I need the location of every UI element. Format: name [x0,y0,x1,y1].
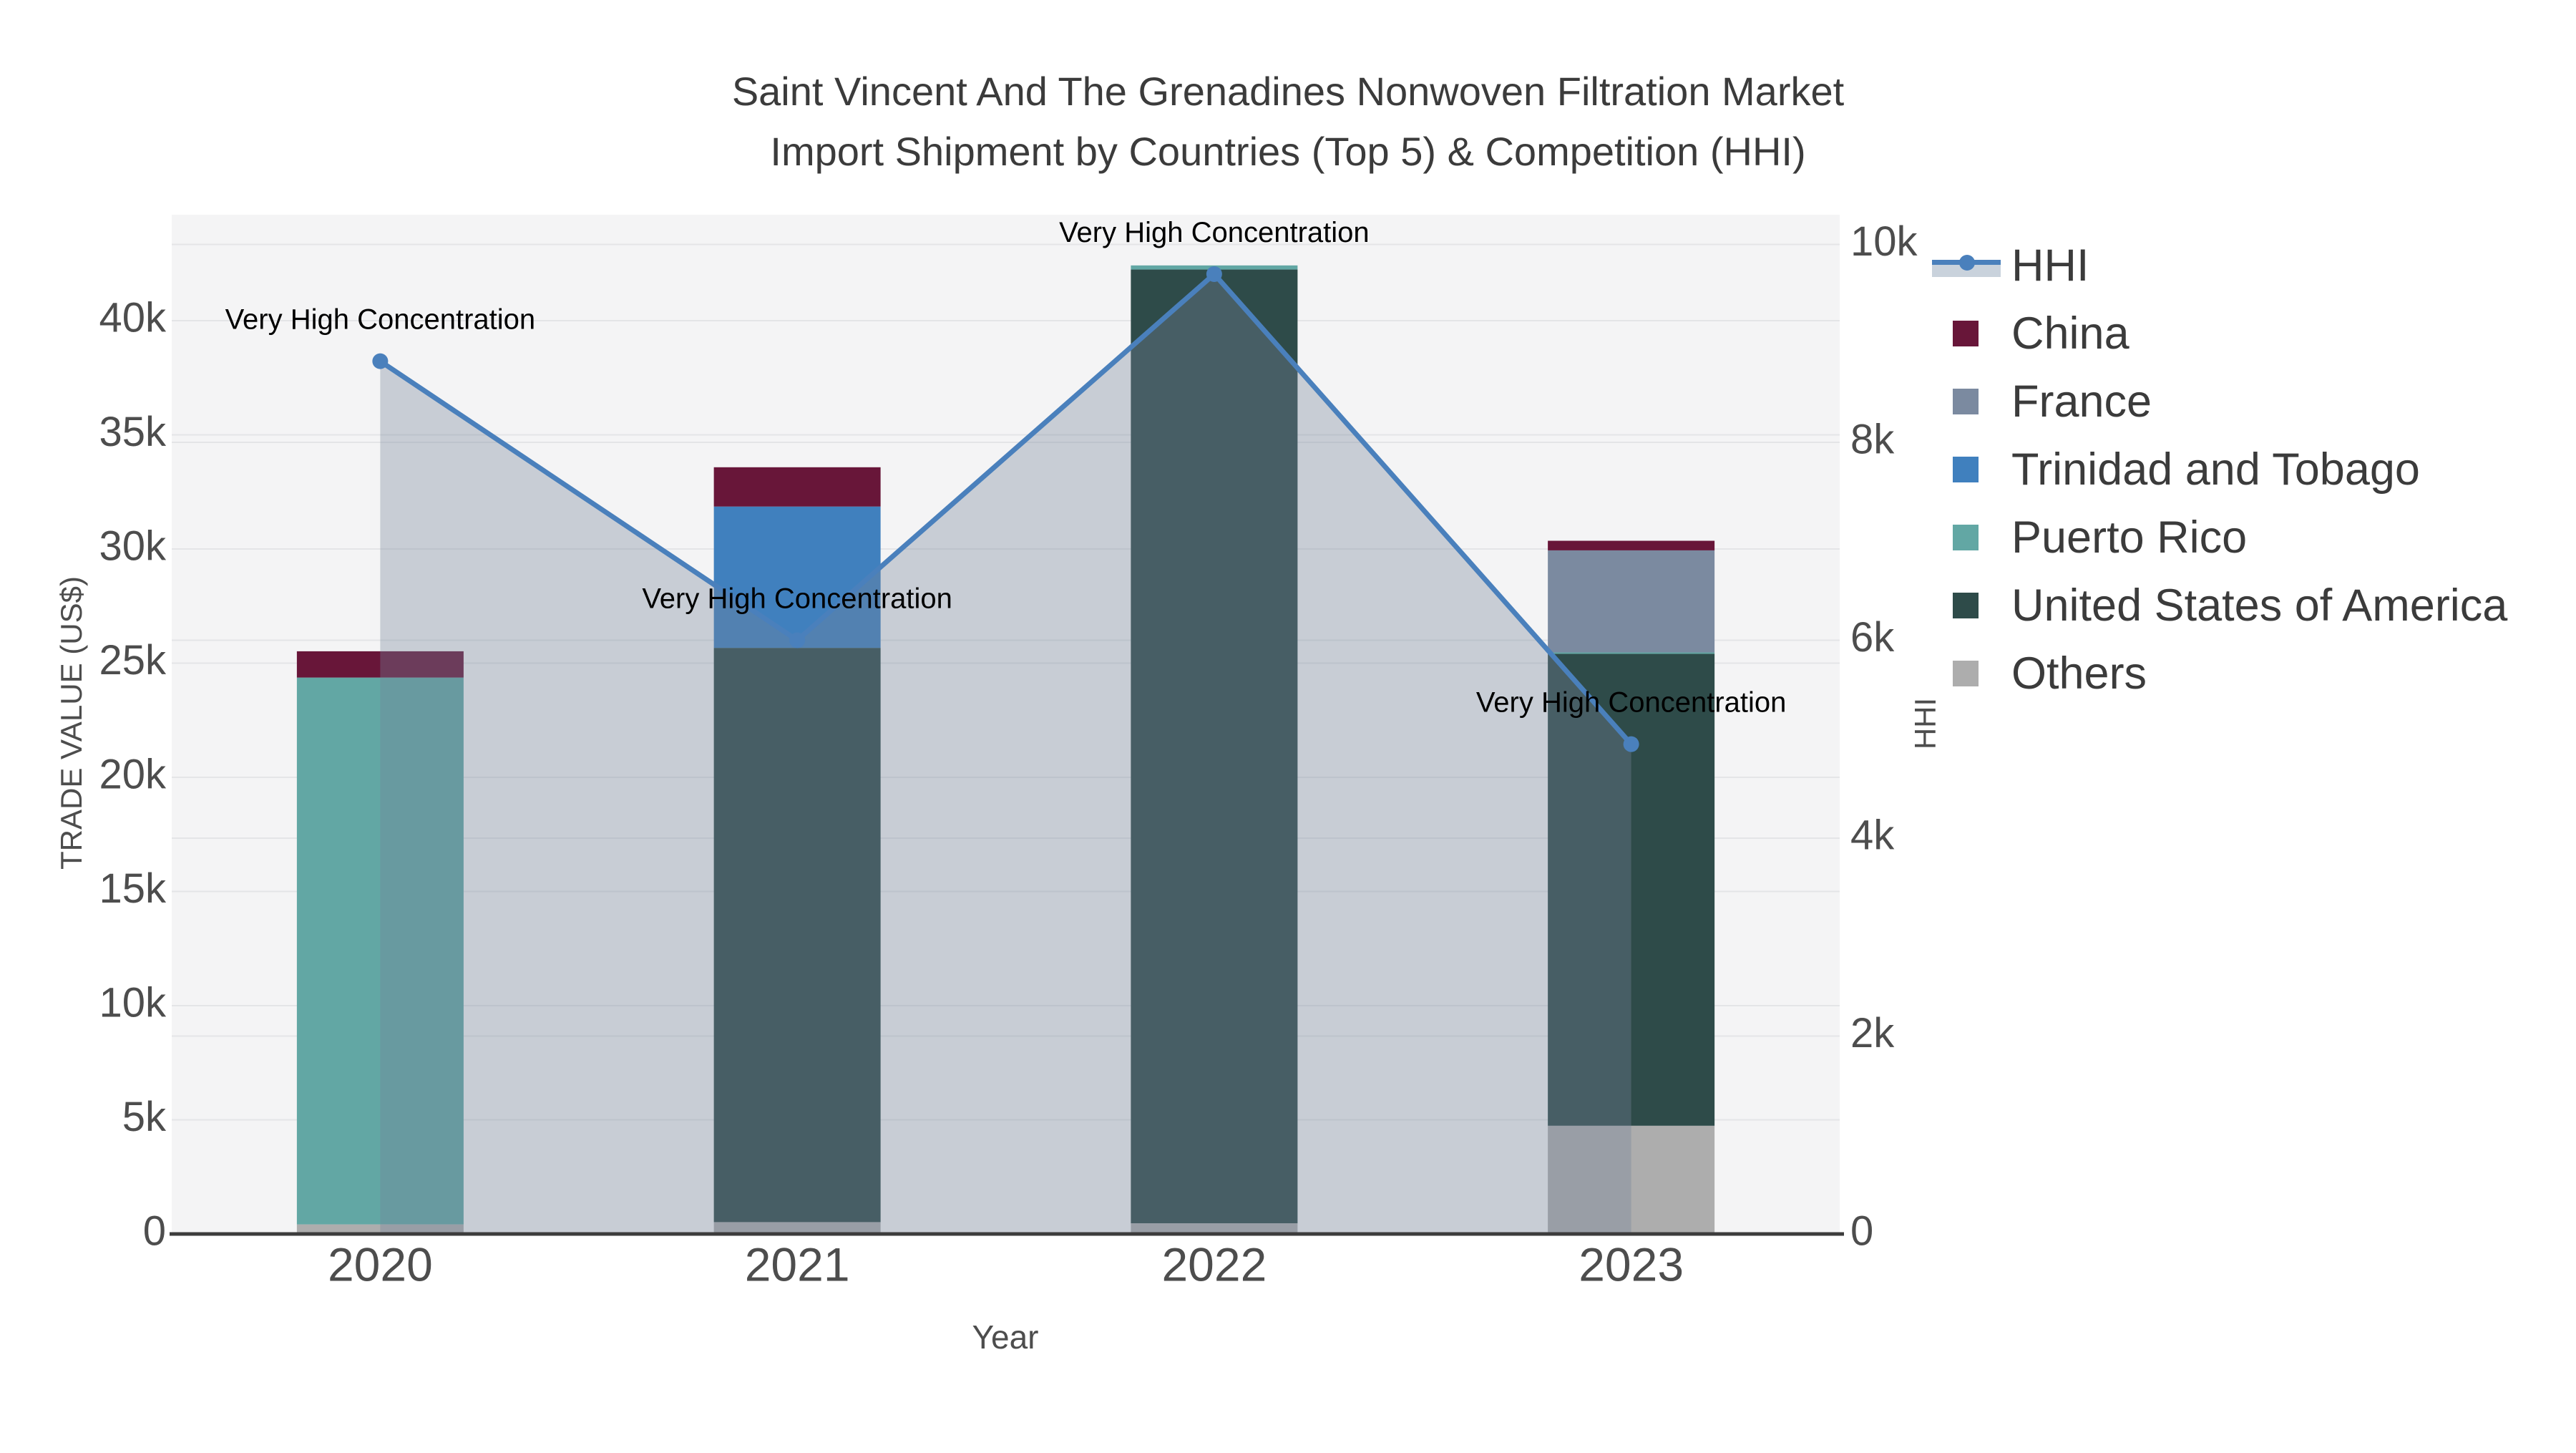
hhi-line [379,271,1634,746]
annotation-very-high-concentration: Very High Concentration [225,304,536,336]
bar-segment-trinidad-and-tobago [713,506,881,648]
bar-segment-puerto-rico [1548,652,1715,654]
hhi-marker [1623,736,1639,752]
left-tick-label: 25k [99,637,167,684]
hhi-marker [789,632,806,648]
annotations: Very High Concentration Very High Concent… [225,217,1787,719]
bar-segment-united-states-of-america [1548,653,1715,1126]
hhi-marker [372,353,389,369]
bar-segment-others [296,1224,464,1234]
legend-color-swatch-icon [1953,388,1979,414]
x-tick-label: 2020 [328,1238,433,1291]
bar-segment-united-states-of-america [1131,269,1298,1224]
hhi-marker [1206,266,1222,282]
legend-color-swatch-icon [1953,456,1979,482]
left-tick-label: 15k [99,865,167,912]
legend-item-china[interactable]: China [1932,299,2562,367]
legend: HHI China France Trinidad and Tobago Puerto … [1932,231,2562,707]
chart-title: Saint Vincent And The Grenadines Nonwove… [0,62,2576,182]
annotation-very-high-concentration: Very High Concentration [1476,687,1787,719]
legend-color-swatch-icon [1953,592,1979,618]
left-tick-label: 30k [99,523,167,569]
legend-color-swatch-icon [1953,524,1979,550]
chart-title-line1: Saint Vincent And The Grenadines Nonwove… [731,69,1845,114]
bar-segment-china [1548,540,1715,550]
legend-label: China [2011,308,2129,359]
left-tick-label: 5k [122,1094,167,1140]
chart-title-line2: Import Shipment by Countries (Top 5) & C… [770,129,1806,174]
left-tick-label: 0 [143,1207,166,1254]
legend-item-united-states-of-america[interactable]: United States of America [1932,571,2562,639]
hhi-line-overlay [372,266,1639,1235]
right-tick-label: 2k [1850,1010,1895,1056]
annotation-very-high-concentration: Very High Concentration [1059,217,1370,248]
bar-segment-others [1131,1223,1298,1234]
legend-item-trinidad-and-tobago[interactable]: Trinidad and Tobago [1932,435,2562,503]
right-tick-label: 4k [1850,812,1895,858]
x-tick-label: 2023 [1579,1238,1684,1291]
hhi-line-swatch-icon [1932,253,2001,278]
bar-segment-china [296,651,464,678]
legend-label: France [2011,376,2152,427]
left-axis-title: TRADE VALUE (US$) [54,576,88,870]
bar-segment-puerto-rico [296,677,464,1225]
legend-label: United States of America [2011,580,2508,631]
legend-label: Others [2011,648,2147,699]
legend-color-swatch-icon [1953,660,1979,686]
legend-item-france[interactable]: France [1932,367,2562,435]
legend-item-others[interactable]: Others [1932,639,2562,707]
legend-label: HHI [2011,240,2089,291]
tick-labels: 0 5k 10k 15k 20k 25k 30k 35k 40k 0 2k 4k 6k 8k 10k 2020… [99,218,1918,1291]
left-tick-label: 35k [99,409,167,455]
right-tick-label: 10k [1850,218,1918,265]
bar-segment-china [713,467,881,507]
right-tick-label: 8k [1850,416,1895,462]
x-tick-label: 2022 [1161,1238,1267,1291]
legend-label: Trinidad and Tobago [2011,444,2420,495]
right-tick-label: 6k [1850,614,1895,661]
bar-segment-france [1548,550,1715,653]
legend-item-hhi[interactable]: HHI [1932,231,2562,299]
hhi-swatch-dot [1959,254,1975,271]
bar-segment-others [713,1222,881,1234]
legend-item-puerto-rico[interactable]: Puerto Rico [1932,503,2562,571]
hhi-area-fill [380,273,1631,1235]
left-tick-label: 40k [99,294,167,341]
x-axis-title: Year [972,1318,1039,1356]
stacked-bars [296,265,1715,1234]
legend-color-swatch-icon [1953,320,1979,346]
bar-segment-united-states-of-america [713,648,881,1223]
left-tick-label: 20k [99,751,167,797]
x-tick-label: 2021 [745,1238,850,1291]
left-tick-label: 10k [99,979,167,1026]
legend-label: Puerto Rico [2011,512,2248,563]
bar-segment-others [1548,1125,1715,1234]
annotation-very-high-concentration: Very High Concentration [642,583,952,614]
right-tick-label: 0 [1850,1207,1873,1254]
